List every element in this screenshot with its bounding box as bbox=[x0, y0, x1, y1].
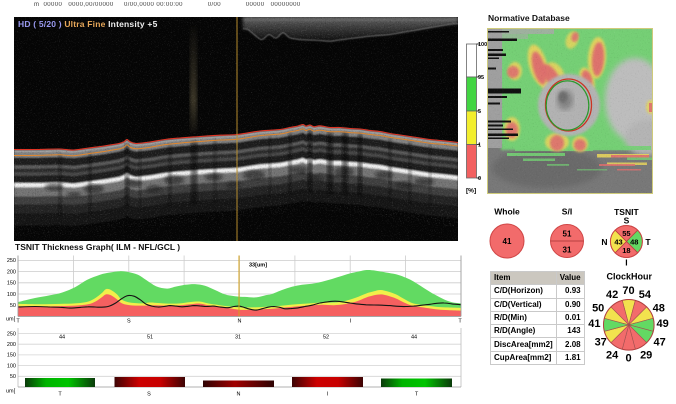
svg-text:54: 54 bbox=[639, 289, 652, 301]
svg-text:50: 50 bbox=[10, 374, 16, 380]
svg-text:S: S bbox=[127, 319, 131, 325]
svg-text:48: 48 bbox=[653, 303, 665, 315]
svg-text:18: 18 bbox=[622, 246, 630, 255]
svg-text:200: 200 bbox=[7, 342, 16, 348]
svg-text:50: 50 bbox=[10, 303, 16, 309]
svg-text:95: 95 bbox=[478, 75, 484, 81]
svg-text:0: 0 bbox=[478, 176, 481, 182]
svg-text:N: N bbox=[237, 392, 241, 398]
svg-text:52: 52 bbox=[323, 335, 329, 341]
svg-text:um[: um[ bbox=[6, 317, 16, 323]
svg-text:S: S bbox=[147, 392, 151, 398]
svg-text:55: 55 bbox=[622, 229, 630, 238]
svg-text:33[um]: 33[um] bbox=[249, 263, 267, 269]
svg-text:42: 42 bbox=[606, 289, 618, 301]
svg-text:51: 51 bbox=[147, 335, 153, 341]
svg-text:N: N bbox=[238, 319, 242, 325]
svg-text:49: 49 bbox=[656, 318, 668, 330]
svg-text:Whole: Whole bbox=[494, 207, 520, 217]
svg-text:50: 50 bbox=[592, 303, 604, 315]
svg-text:um[: um[ bbox=[6, 389, 16, 395]
svg-text:70: 70 bbox=[622, 285, 634, 297]
svg-text:I: I bbox=[327, 392, 329, 398]
svg-text:48: 48 bbox=[630, 238, 638, 247]
svg-text:41: 41 bbox=[503, 237, 512, 246]
svg-text:43: 43 bbox=[614, 238, 622, 247]
svg-text:44: 44 bbox=[411, 335, 417, 341]
svg-text:24: 24 bbox=[606, 349, 619, 361]
svg-text:5: 5 bbox=[478, 109, 481, 115]
svg-text:S: S bbox=[624, 216, 630, 226]
svg-text:100: 100 bbox=[7, 292, 16, 298]
svg-text:T: T bbox=[415, 392, 419, 398]
svg-text:1: 1 bbox=[478, 143, 481, 149]
svg-text:44: 44 bbox=[59, 335, 65, 341]
svg-text:250: 250 bbox=[7, 331, 16, 337]
svg-text:37: 37 bbox=[595, 337, 607, 349]
svg-text:N: N bbox=[601, 237, 607, 247]
svg-text:I: I bbox=[350, 319, 352, 325]
svg-text:I: I bbox=[625, 258, 627, 268]
svg-text:S/I: S/I bbox=[562, 207, 572, 217]
svg-text:0: 0 bbox=[625, 353, 631, 365]
svg-text:41: 41 bbox=[588, 318, 600, 330]
svg-text:150: 150 bbox=[7, 281, 16, 287]
svg-text:150: 150 bbox=[7, 353, 16, 359]
svg-text:29: 29 bbox=[640, 349, 652, 361]
svg-text:100: 100 bbox=[478, 42, 487, 48]
svg-text:250: 250 bbox=[7, 258, 16, 264]
svg-text:100: 100 bbox=[7, 363, 16, 369]
svg-text:31: 31 bbox=[235, 335, 241, 341]
svg-text:[%]: [%] bbox=[466, 188, 476, 195]
svg-text:T: T bbox=[58, 392, 62, 398]
svg-text:T: T bbox=[458, 319, 462, 325]
svg-text:TSNIT: TSNIT bbox=[614, 207, 639, 217]
svg-text:T: T bbox=[16, 319, 20, 325]
svg-text:T: T bbox=[645, 237, 651, 247]
svg-text:200: 200 bbox=[7, 269, 16, 275]
svg-text:47: 47 bbox=[653, 337, 665, 349]
svg-text:ClockHour: ClockHour bbox=[607, 272, 653, 282]
svg-text:51: 51 bbox=[563, 230, 572, 239]
svg-text:31: 31 bbox=[563, 246, 572, 255]
